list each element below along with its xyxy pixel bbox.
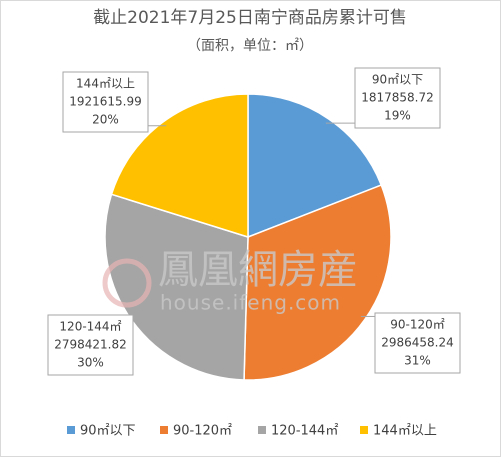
label-box <box>354 67 441 129</box>
legend-label: 90-120㎡ <box>173 424 232 439</box>
label-category: 120-144㎡ <box>59 320 121 334</box>
legend-label: 90㎡以下 <box>80 424 136 439</box>
pie-slice <box>243 184 392 381</box>
legend-label: 144㎡以上 <box>373 424 437 439</box>
chart-title: 截止2021年7月25日南宁商品房累计可售 <box>93 8 407 28</box>
watermark-logo <box>102 258 152 308</box>
label-value: 2986458.24 <box>381 336 454 350</box>
data-labels: 90㎡以下 1817858.72 19% 90-120㎡ 2986458.24 31% 12… <box>47 67 461 376</box>
label-category: 144㎡以上 <box>76 77 135 91</box>
label-box <box>47 314 134 376</box>
label-percent: 31% <box>404 354 431 368</box>
legend-swatch <box>160 426 168 434</box>
label-value: 1921615.99 <box>69 95 142 109</box>
watermark-url: house.ifeng.com <box>160 291 341 315</box>
label-category: 90-120㎡ <box>390 318 445 332</box>
label-box <box>62 71 149 133</box>
chart-subtitle: （面积，单位：㎡） <box>187 38 313 54</box>
watermark-text: 鳳凰網房産 <box>158 247 358 293</box>
legend-swatch <box>258 426 266 434</box>
pie-slice <box>110 93 249 239</box>
legend-swatch <box>360 426 368 434</box>
label-percent: 19% <box>384 109 411 123</box>
pie-slice <box>247 93 383 239</box>
legend-swatch <box>67 426 75 434</box>
label-value: 2798421.82 <box>54 338 127 352</box>
watermark: 鳳凰網房産 house.ifeng.com <box>102 247 358 315</box>
label-percent: 20% <box>92 113 119 127</box>
pie <box>104 93 392 381</box>
label-percent: 30% <box>77 356 104 370</box>
legend: 90㎡以下 90-120㎡ 120-144㎡ 144㎡以上 <box>67 424 437 439</box>
label-value: 1817858.72 <box>361 91 434 105</box>
legend-label: 120-144㎡ <box>271 424 338 439</box>
label-box <box>374 312 461 374</box>
label-category: 90㎡以下 <box>372 73 423 87</box>
